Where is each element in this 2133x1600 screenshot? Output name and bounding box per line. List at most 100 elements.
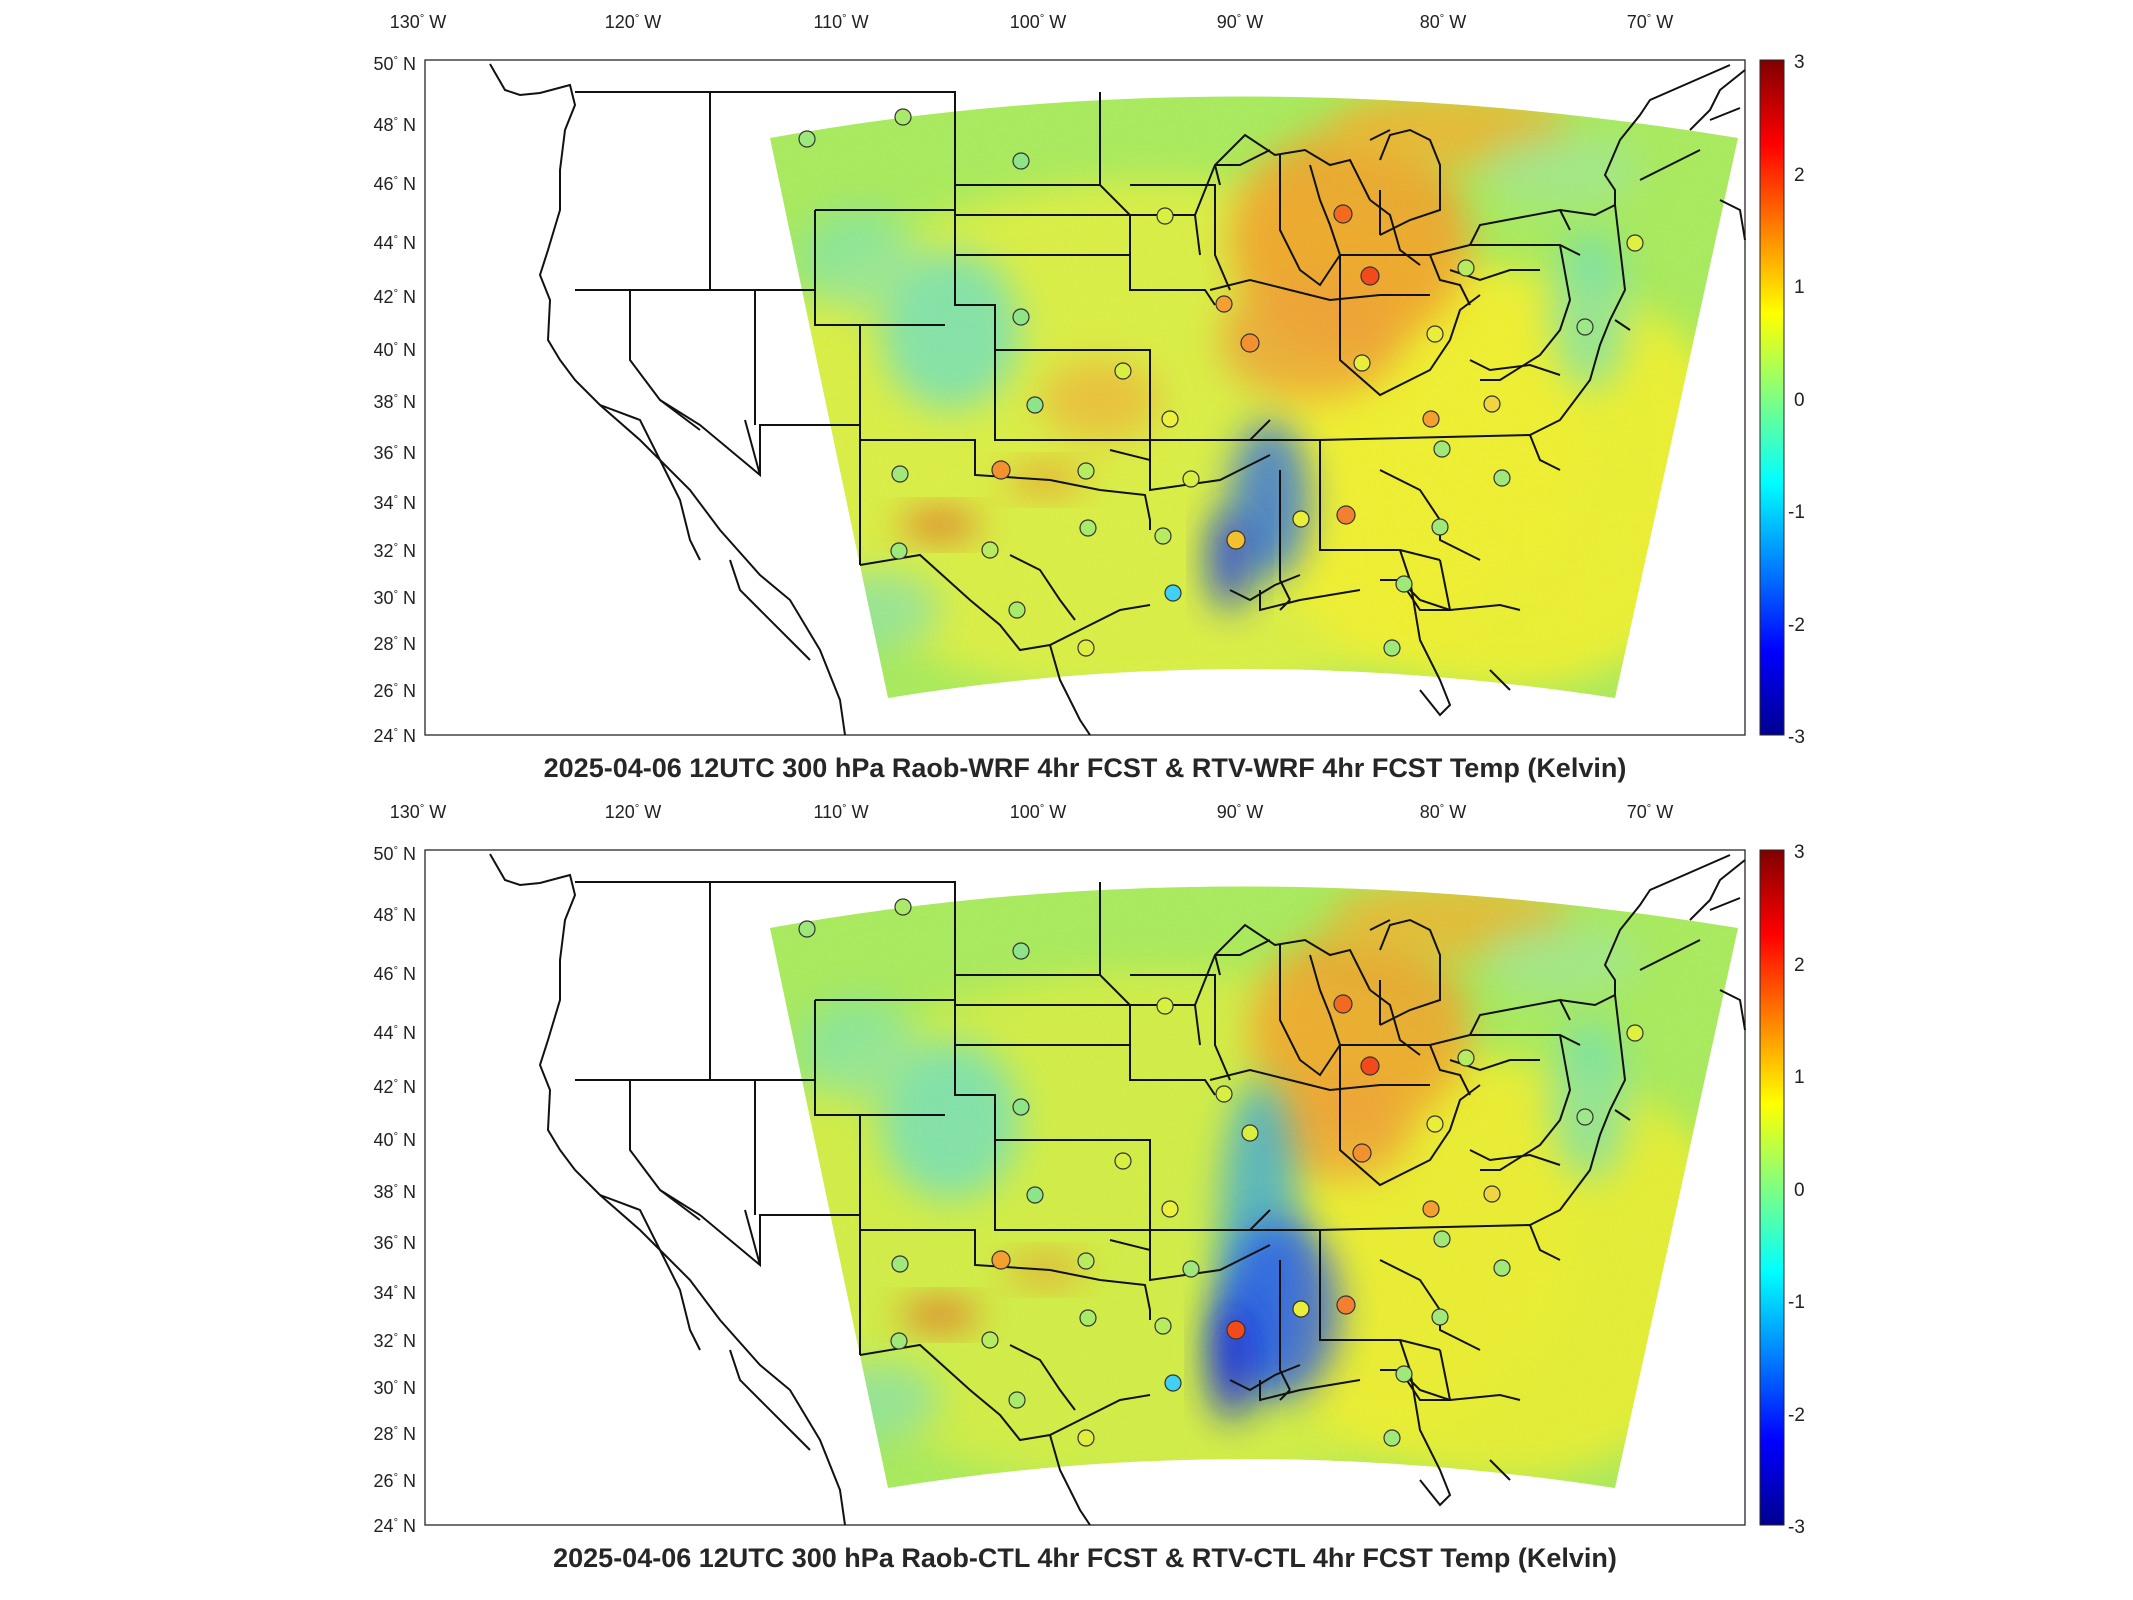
colorbar-tick-label: -3 — [1788, 727, 1805, 748]
raob-station — [1433, 440, 1451, 458]
temperature-difference-field — [770, 886, 1738, 1488]
raob-station — [1240, 333, 1260, 353]
raob-station — [1422, 410, 1440, 428]
raob-station — [891, 465, 909, 483]
raob-station — [1383, 1429, 1401, 1447]
lat-tick-label: 30° N — [374, 1378, 416, 1398]
raob-station — [1493, 469, 1511, 487]
raob-station — [1493, 1259, 1511, 1277]
colorbar-tick-label: 2 — [1794, 165, 1805, 186]
lat-tick-label: 26° N — [374, 681, 416, 701]
colorbar-tick-label: 2 — [1794, 955, 1805, 976]
lat-tick-label: 26° N — [374, 1471, 416, 1491]
longitude-tick-labels: 130° W 120° W 110° W 100° W 90° W 80° W … — [390, 802, 1673, 822]
lat-tick-label: 28° N — [374, 634, 416, 654]
raob-station — [1241, 1124, 1259, 1142]
latitude-tick-labels: 50° N 48° N 46° N 44° N 42° N 40° N 38° … — [374, 844, 416, 1536]
raob-station — [1154, 1317, 1172, 1335]
colorbar-tick-labels: 3 2 1 0 -1 -2 -3 — [1788, 52, 1805, 748]
raob-station — [1182, 1260, 1200, 1278]
raob-station — [981, 1331, 999, 1349]
raob-station — [1077, 1429, 1095, 1447]
colorbar-gradient — [1759, 849, 1785, 1526]
raob-station — [1426, 325, 1444, 343]
colorbar-tick-label: 3 — [1794, 842, 1805, 863]
raob-station — [1353, 354, 1371, 372]
raob-station — [1008, 601, 1026, 619]
lon-tick-label: 120° W — [605, 802, 661, 822]
lon-tick-label: 70° W — [1627, 802, 1673, 822]
raob-station — [1626, 1024, 1644, 1042]
raob-station — [1026, 1186, 1044, 1204]
colorbar-tick-label: -3 — [1788, 1517, 1805, 1538]
lat-tick-label: 30° N — [374, 588, 416, 608]
lon-tick-label: 90° W — [1217, 12, 1263, 32]
lat-tick-label: 38° N — [374, 392, 416, 412]
raob-station — [1626, 234, 1644, 252]
lat-tick-label: 32° N — [374, 541, 416, 561]
lon-tick-label: 120° W — [605, 12, 661, 32]
raob-station — [1576, 318, 1594, 336]
lon-tick-label: 100° W — [1010, 12, 1066, 32]
raob-station — [1292, 510, 1310, 528]
lat-tick-label: 44° N — [374, 233, 416, 253]
panel-title: 2025-04-06 12UTC 300 hPa Raob-CTL 4hr FC… — [553, 1543, 1617, 1573]
colorbar: 3 2 1 0 -1 -2 -3 — [1759, 842, 1805, 1538]
raob-station — [891, 1255, 909, 1273]
raob-station — [894, 108, 912, 126]
lat-tick-label: 40° N — [374, 340, 416, 360]
raob-station — [981, 541, 999, 559]
lat-tick-label: 32° N — [374, 1331, 416, 1351]
raob-station — [1077, 1252, 1095, 1270]
raob-station — [1576, 1108, 1594, 1126]
raob-station — [1483, 395, 1501, 413]
colorbar-tick-label: 0 — [1794, 1180, 1805, 1201]
raob-station — [1333, 994, 1353, 1014]
raob-station — [798, 920, 816, 938]
raob-station — [1426, 1115, 1444, 1133]
raob-station — [1008, 1391, 1026, 1409]
raob-station — [1292, 1300, 1310, 1318]
longitude-tick-labels: 130° W 120° W 110° W 100° W 90° W 80° W … — [390, 12, 1673, 32]
raob-station — [1161, 1200, 1179, 1218]
raob-station — [1026, 396, 1044, 414]
colorbar: 3 2 1 0 -1 -2 -3 — [1759, 52, 1805, 748]
lat-tick-label: 42° N — [374, 1077, 416, 1097]
raob-station — [1012, 308, 1030, 326]
raob-station — [1431, 1308, 1449, 1326]
lat-tick-label: 36° N — [374, 443, 416, 463]
raob-station — [1433, 1230, 1451, 1248]
raob-station — [1352, 1143, 1372, 1163]
raob-station — [1226, 530, 1246, 550]
lat-tick-label: 46° N — [374, 964, 416, 984]
raob-station — [1079, 519, 1097, 537]
lat-tick-label: 38° N — [374, 1182, 416, 1202]
raob-station — [1457, 259, 1475, 277]
lon-tick-label: 110° W — [813, 12, 868, 32]
latitude-tick-labels: 50° N 48° N 46° N 44° N 42° N 40° N 38° … — [374, 54, 416, 746]
raob-station — [991, 460, 1011, 480]
lat-tick-label: 44° N — [374, 1023, 416, 1043]
lat-tick-label: 34° N — [374, 1283, 416, 1303]
lat-tick-label: 28° N — [374, 1424, 416, 1444]
raob-station — [1360, 266, 1380, 286]
lat-tick-label: 42° N — [374, 287, 416, 307]
colorbar-tick-label: -1 — [1788, 1292, 1805, 1313]
lon-tick-label: 130° W — [390, 12, 446, 32]
raob-station — [1077, 462, 1095, 480]
raob-station — [1395, 1365, 1413, 1383]
raob-station — [1360, 1056, 1380, 1076]
lon-tick-label: 110° W — [813, 802, 868, 822]
raob-station — [1215, 295, 1233, 313]
lon-tick-label: 100° W — [1010, 802, 1066, 822]
raob-station — [1164, 1374, 1182, 1392]
lon-tick-label: 80° W — [1420, 802, 1466, 822]
raob-station — [890, 542, 908, 560]
raob-station — [1483, 1185, 1501, 1203]
colorbar-tick-labels: 3 2 1 0 -1 -2 -3 — [1788, 842, 1805, 1538]
raob-station — [1077, 639, 1095, 657]
raob-station — [1161, 410, 1179, 428]
raob-station — [1395, 575, 1413, 593]
raob-station — [890, 1332, 908, 1350]
